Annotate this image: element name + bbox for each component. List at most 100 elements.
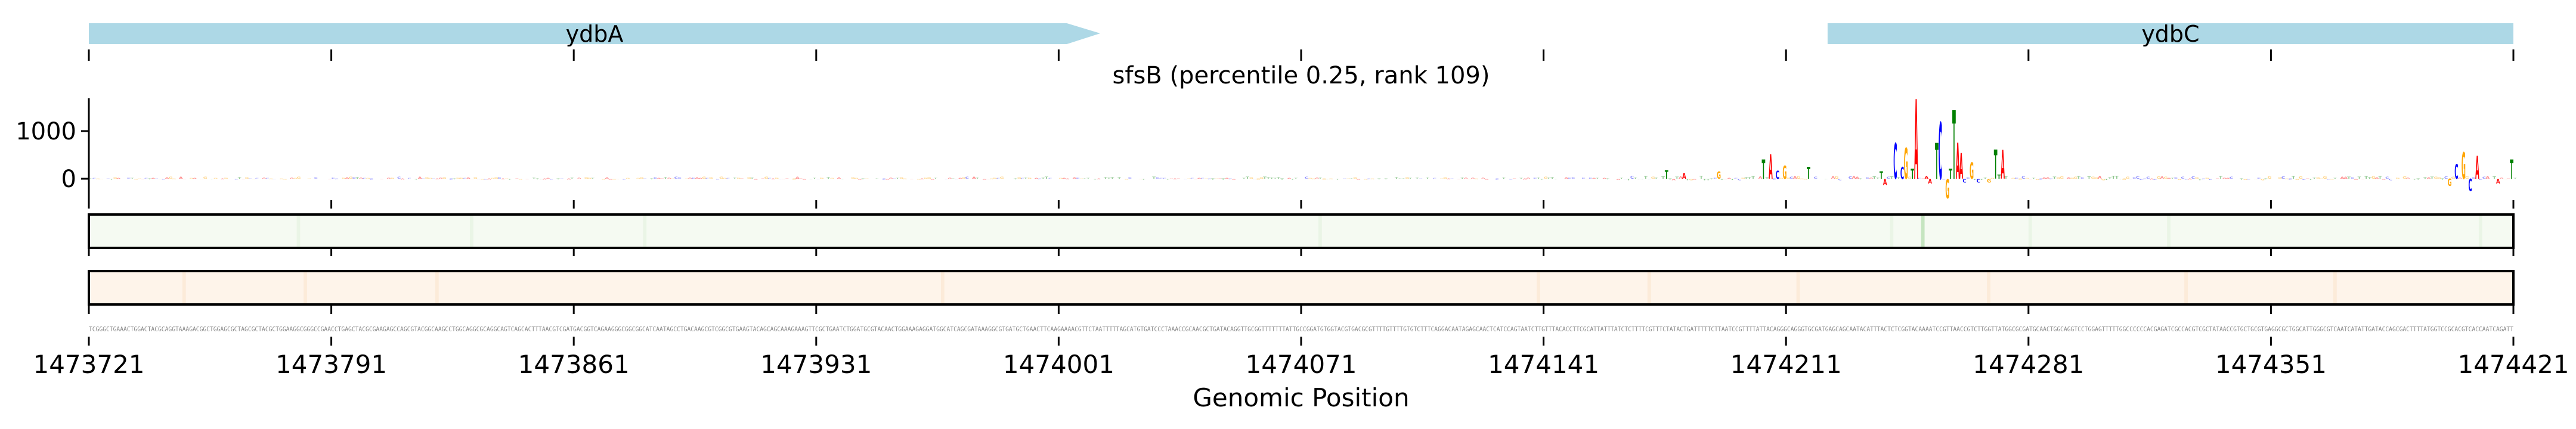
logo-letter-A: A xyxy=(1672,178,1677,181)
logo-letter-A: A xyxy=(1512,178,1516,179)
logo-letter-T: T xyxy=(1744,177,1748,180)
logo-letter-G: G xyxy=(1329,179,1333,180)
logo-letter-C: C xyxy=(144,178,148,179)
logo-letter-G: G xyxy=(1215,178,1219,179)
logo-letter-C: C xyxy=(1568,178,1572,179)
logo-letter-A: A xyxy=(1564,177,1569,179)
logo-letter-T: T xyxy=(1277,177,1280,180)
logo-letter-T: T xyxy=(1973,178,1977,181)
logo-letter-G: G xyxy=(269,179,273,180)
logo-letter-C: C xyxy=(127,178,131,179)
logo-letter-G: G xyxy=(213,178,218,179)
logo-letter-A: A xyxy=(1481,178,1485,179)
logo-letter-G: G xyxy=(1908,176,1912,179)
logo-letter-G: G xyxy=(2125,176,2129,179)
logo-letter-T: T xyxy=(1897,177,1901,179)
logo-letter-C: C xyxy=(1900,163,1904,182)
logo-letter-C: C xyxy=(352,177,355,180)
logo-letter-C: C xyxy=(643,178,647,179)
logo-letter-T: T xyxy=(1686,178,1690,181)
logo-letter-G: G xyxy=(2396,178,2400,179)
track-mark xyxy=(1890,216,1894,247)
gene-track: ydbA ydbC xyxy=(89,21,2513,47)
logo-letter-G: G xyxy=(1079,178,1083,179)
logo-letter-C: C xyxy=(2444,176,2448,180)
logo-letter-C: C xyxy=(1571,177,1575,179)
logo-letter-G: G xyxy=(1779,178,1784,179)
gene-label: ydbC xyxy=(2141,21,2199,47)
logo-letter-T: T xyxy=(2115,175,2119,180)
x-tick-label: 1474351 xyxy=(2215,350,2327,379)
logo-letter-G: G xyxy=(602,179,606,180)
logo-letter-G: G xyxy=(1782,163,1787,184)
logo-letter-G: G xyxy=(903,179,907,180)
logo-letter-G: G xyxy=(1125,179,1129,180)
logo-letter-G: G xyxy=(1443,177,1447,179)
logo-letter-C: C xyxy=(2174,177,2178,179)
x-tick-label: 1474211 xyxy=(1730,350,1842,379)
logo-letter-C: C xyxy=(332,178,336,179)
logo-letter-A: A xyxy=(290,178,294,179)
logo-letter-T: T xyxy=(1665,168,1668,182)
logo-letter-C: C xyxy=(2351,177,2355,179)
logo-letter-G: G xyxy=(297,176,301,179)
logo-letter-C: C xyxy=(1419,178,1423,179)
logo-letter-T: T xyxy=(1675,176,1679,179)
logo-letter-G: G xyxy=(640,177,644,179)
logo-letter-G: G xyxy=(307,178,311,179)
logo-letter-G: G xyxy=(1322,179,1326,180)
logo-letter-G: G xyxy=(924,178,928,179)
logo-letter-C: C xyxy=(265,178,270,179)
logo-letter-C: C xyxy=(1738,178,1742,181)
y-tick-label: 1000 xyxy=(16,118,76,145)
track-mark xyxy=(296,216,301,247)
logo-letter-G: G xyxy=(709,177,713,179)
attribution-track-green-marks xyxy=(296,216,2482,247)
logo-letter-T: T xyxy=(1547,177,1551,179)
logo-letter-A: A xyxy=(958,178,962,179)
logo-letter-T: T xyxy=(1041,178,1045,179)
logo-letter-T: T xyxy=(131,178,135,179)
logo-letter-T: T xyxy=(1949,167,1952,183)
logo-letter-T: T xyxy=(733,178,737,179)
track-mark xyxy=(1536,272,1540,303)
logo-letter-A: A xyxy=(262,178,266,179)
logo-letter-T: T xyxy=(556,179,561,180)
logo-letter-T: T xyxy=(1395,177,1399,179)
logo-letter-T: T xyxy=(664,177,668,179)
y-tick-label: 0 xyxy=(61,166,76,193)
logo-letter-C: C xyxy=(560,178,564,179)
logo-letter-T: T xyxy=(2108,177,2112,179)
logo-letter-C: C xyxy=(705,178,710,179)
logo-letter-A: A xyxy=(2067,177,2071,179)
logo-letter-G: G xyxy=(636,178,640,179)
logo-letter-T: T xyxy=(1152,176,1156,179)
logo-letter-C: C xyxy=(1509,179,1513,180)
logo-letter-A: A xyxy=(1073,177,1077,179)
logo-letter-C: C xyxy=(2482,176,2486,179)
logo-letter-G: G xyxy=(1187,178,1191,179)
logo-letter-T: T xyxy=(535,179,540,180)
logo-letter-G: G xyxy=(1544,176,1548,179)
logo-letter-C: C xyxy=(1305,176,1308,179)
logo-letter-C: C xyxy=(1772,179,1776,181)
logo-letter-T: T xyxy=(2413,179,2417,180)
logo-letter-T: T xyxy=(1086,178,1091,179)
logo-letter-C: C xyxy=(1228,179,1233,180)
logo-letter-G: G xyxy=(366,178,370,179)
logo-letter-G: G xyxy=(425,177,429,179)
logo-letter-G: G xyxy=(1017,177,1021,180)
logo-letter-C: C xyxy=(2184,179,2188,180)
logo-letter-T: T xyxy=(532,177,536,179)
logo-letter-T: T xyxy=(1872,176,1876,180)
logo-letter-C: C xyxy=(2472,177,2475,180)
logo-letter-A: A xyxy=(345,177,349,179)
logo-letter-C: C xyxy=(1918,178,1922,179)
logo-letter-C: C xyxy=(1021,178,1025,179)
logo-letter-T: T xyxy=(2333,178,2337,179)
logo-letter-G: G xyxy=(518,179,522,180)
logo-letter-G: G xyxy=(283,179,287,180)
logo-letter-G: G xyxy=(2070,178,2075,179)
logo-letter-C: C xyxy=(1159,178,1163,179)
logo-letter-G: G xyxy=(719,176,723,179)
